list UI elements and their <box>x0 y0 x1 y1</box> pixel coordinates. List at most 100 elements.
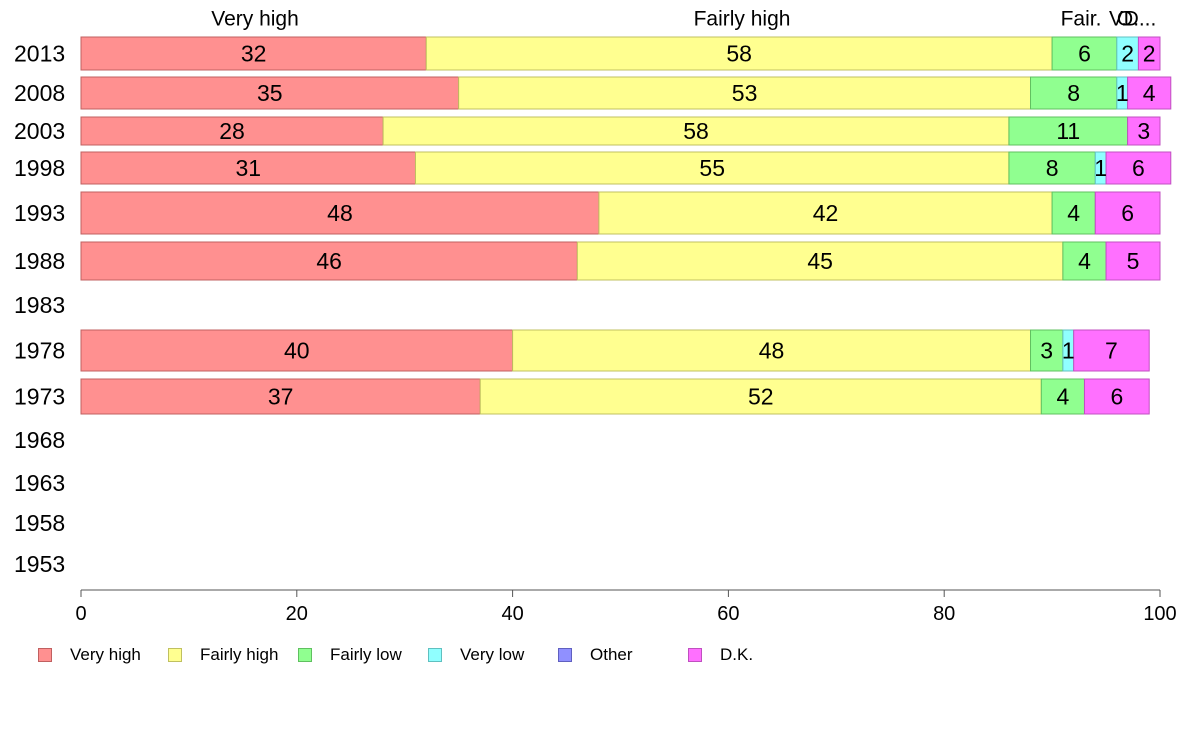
bar-segment <box>414 151 1010 185</box>
x-tick-label: 20 <box>286 603 308 625</box>
top-series-label: O. <box>1117 8 1139 31</box>
bar-segment <box>80 191 600 235</box>
bar-segment <box>1137 36 1161 71</box>
x-tick-label: 80 <box>933 603 955 625</box>
top-series-label: V. <box>1109 8 1127 31</box>
data-label: 6 <box>1078 41 1091 67</box>
legend-label-very-high: Very high <box>70 645 141 664</box>
bar-segment <box>1040 378 1085 415</box>
bars-group <box>80 36 1172 415</box>
bar-segment <box>425 36 1053 71</box>
bar-segment <box>1073 329 1150 372</box>
data-label: 1 <box>1062 338 1075 364</box>
legend-label-very-low: Very low <box>460 645 525 664</box>
data-label: 28 <box>219 118 245 144</box>
data-label: 45 <box>807 248 833 274</box>
x-tick-label: 40 <box>501 603 523 625</box>
bar-segment <box>1105 241 1161 281</box>
legend-label-dk: D.K. <box>720 645 754 664</box>
year-label: 2008 <box>14 80 65 106</box>
year-label: 1958 <box>14 510 65 536</box>
data-label: 5 <box>1127 248 1140 274</box>
legend-swatch-other <box>558 648 572 662</box>
legend-swatch-very-high <box>38 648 52 662</box>
data-label: 4 <box>1078 248 1091 274</box>
bar-segment <box>1127 116 1161 146</box>
top-labels-group: Very high Fairly high Fair. V.O.D... <box>211 8 1156 31</box>
legend-swatch-very-low <box>428 648 442 662</box>
legend-swatch-fairly-low <box>298 648 312 662</box>
year-label: 2013 <box>14 41 65 67</box>
data-label: 6 <box>1110 384 1123 410</box>
year-label: 1968 <box>14 427 65 453</box>
top-series-label: Fairly high <box>694 8 791 31</box>
data-label: 48 <box>759 338 785 364</box>
segment-labels-group: 32 58 6 2 235 53 8 1 428 58 11 331 55 8 1 648 42 4 646 45 4 5… <box>219 41 1156 410</box>
x-tick-label: 60 <box>717 603 739 625</box>
bar-segment <box>80 329 514 372</box>
bar-segment <box>1008 151 1096 185</box>
legend: Very high Fairly high Fairly low Very lo… <box>38 645 798 667</box>
bar-segment <box>576 241 1064 281</box>
year-label: 1953 <box>14 551 65 577</box>
data-label: 8 <box>1046 155 1059 181</box>
data-label: 4 <box>1143 80 1156 106</box>
x-tick-label: 100 <box>1143 603 1176 625</box>
bar-segment <box>1051 36 1118 71</box>
data-label: 3 <box>1040 338 1053 364</box>
bar-segment <box>80 116 384 146</box>
bar-segment <box>1030 76 1118 110</box>
data-label: 11 <box>1056 118 1080 144</box>
year-label: 2003 <box>14 118 65 144</box>
bar-segment <box>512 329 1032 372</box>
data-label: 31 <box>235 155 261 181</box>
bar-segment <box>479 378 1042 415</box>
year-label: 1963 <box>14 470 65 496</box>
bar-segment <box>1051 191 1096 235</box>
data-label: 37 <box>268 384 294 410</box>
data-label: 1 <box>1116 80 1129 106</box>
bar-segment <box>80 241 578 281</box>
legend-swatch-fairly-high <box>168 648 182 662</box>
legend-label-other: Other <box>590 645 633 664</box>
data-label: 3 <box>1137 118 1150 144</box>
data-label: 58 <box>726 41 752 67</box>
data-label: 32 <box>241 41 267 67</box>
bar-segment <box>1094 191 1161 235</box>
legend-label-fairly-high: Fairly high <box>200 645 279 664</box>
year-label: 1978 <box>14 338 65 364</box>
bar-segment <box>1030 329 1064 372</box>
data-label: 58 <box>683 118 709 144</box>
data-label: 40 <box>284 338 310 364</box>
bar-segment <box>1083 378 1150 415</box>
data-label: 53 <box>732 80 758 106</box>
data-label: 55 <box>699 155 725 181</box>
year-label: 1993 <box>14 200 65 226</box>
bar-segment <box>458 76 1032 110</box>
top-series-label: D... <box>1124 8 1157 31</box>
bar-segment <box>598 191 1053 235</box>
data-label: 6 <box>1132 155 1145 181</box>
data-label: 52 <box>748 384 774 410</box>
data-label: 46 <box>316 248 342 274</box>
data-label: 4 <box>1056 384 1069 410</box>
year-label: 1973 <box>14 384 65 410</box>
year-label: 1988 <box>14 248 65 274</box>
data-label: 4 <box>1067 200 1080 226</box>
data-label: 2 <box>1143 41 1156 67</box>
data-label: 6 <box>1121 200 1134 226</box>
legend-swatch-dk <box>688 648 702 662</box>
bar-segment <box>1127 76 1172 110</box>
bar-segment <box>80 151 416 185</box>
year-label: 1983 <box>14 292 65 318</box>
x-tick-label: 0 <box>75 603 86 625</box>
data-label: 7 <box>1105 338 1118 364</box>
data-label: 1 <box>1094 155 1107 181</box>
top-series-label: Very high <box>211 8 299 31</box>
x-axis: 0 20 40 60 80 100 <box>75 589 1177 625</box>
year-labels-group: 2013 2008 2003 1998 1993 1988 1983 1978 1973 1968… <box>14 41 65 578</box>
data-label: 42 <box>813 200 839 226</box>
bar-segment <box>80 76 460 110</box>
data-label: 2 <box>1121 41 1134 67</box>
